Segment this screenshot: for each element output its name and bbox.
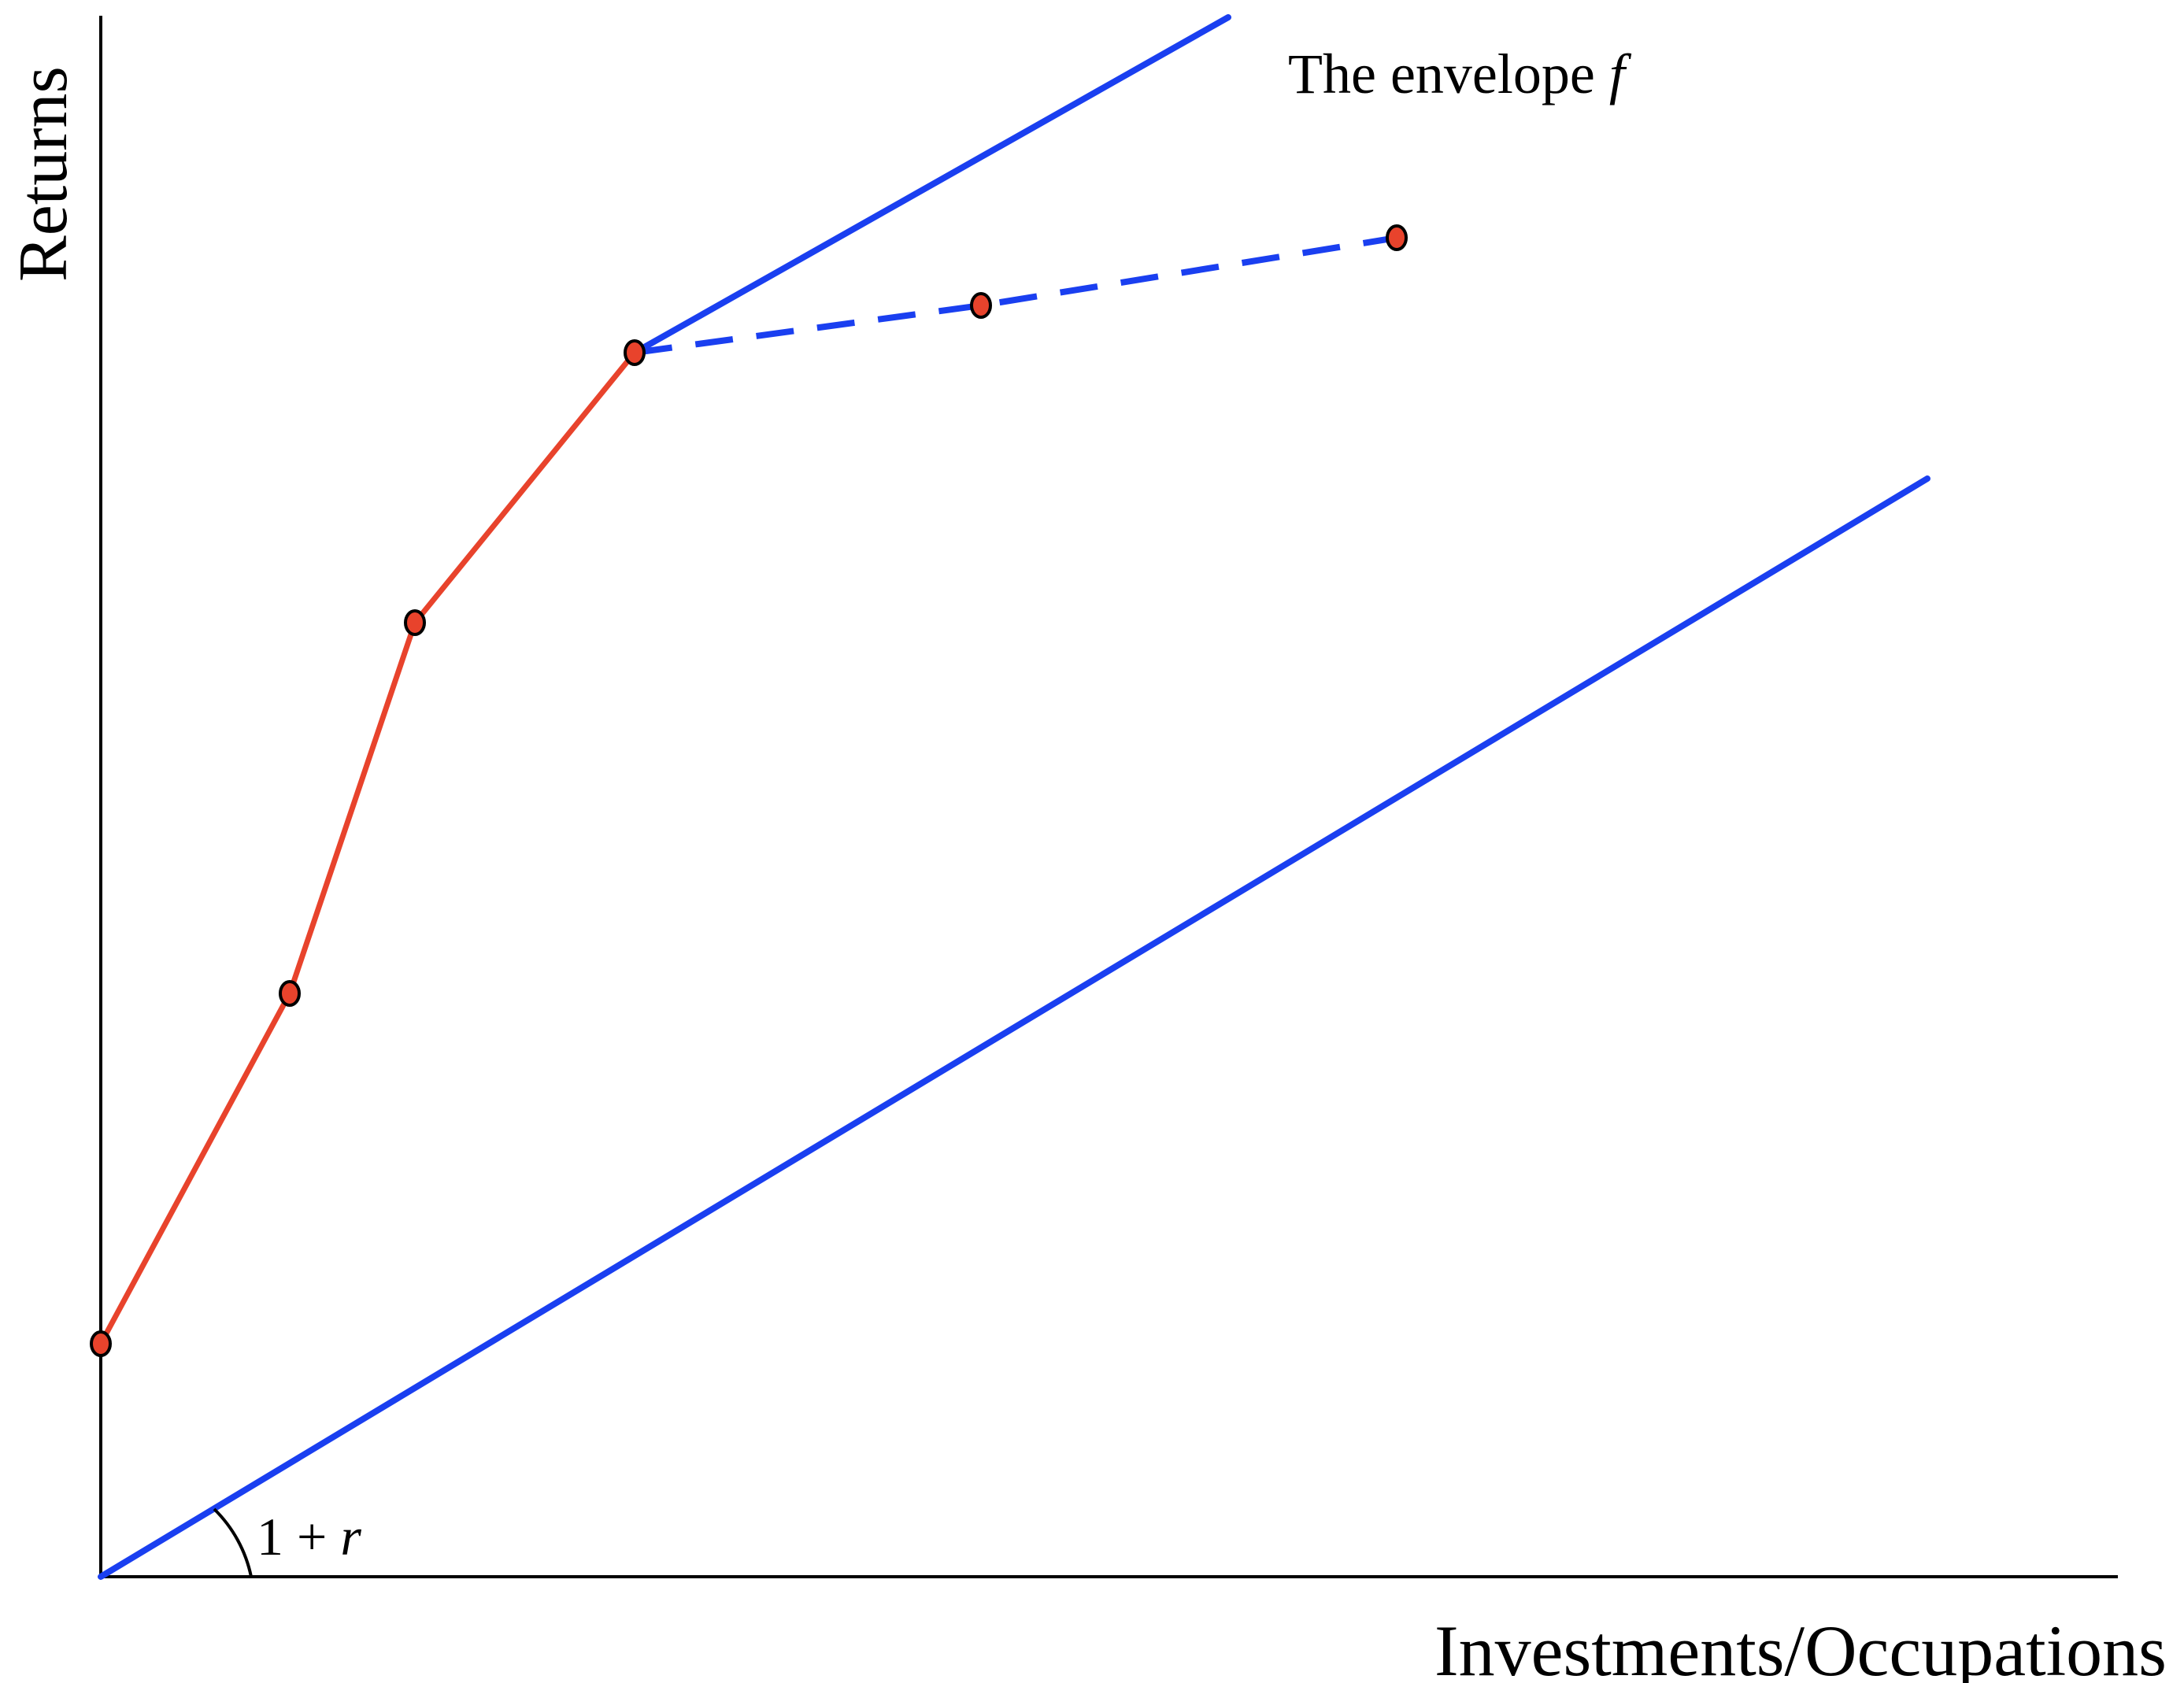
point-2 [279, 980, 301, 1007]
envelope-label: The envelope f [1288, 43, 1632, 105]
envelope-label-text: The envelope [1288, 43, 1609, 105]
point-4 [624, 339, 646, 366]
x-axis-label: Investments/Occupations [1434, 1611, 2167, 1683]
angle-label: 1 + r [257, 1507, 361, 1566]
point-6 [1386, 224, 1408, 251]
red-returns-curve [98, 350, 637, 1345]
point-3 [404, 609, 426, 636]
point-5 [970, 292, 992, 319]
y-axis-label: Returns [6, 66, 82, 282]
point-1 [90, 1330, 112, 1357]
dashed-returns-line [634, 235, 1397, 356]
angle-label-text: 1 + [257, 1507, 340, 1566]
envelope-line [631, 14, 1231, 356]
angle-arc [213, 1507, 253, 1578]
interest-rate-line [98, 475, 1930, 1580]
envelope-label-symbol: f [1609, 43, 1632, 105]
angle-label-symbol: r [340, 1507, 361, 1566]
